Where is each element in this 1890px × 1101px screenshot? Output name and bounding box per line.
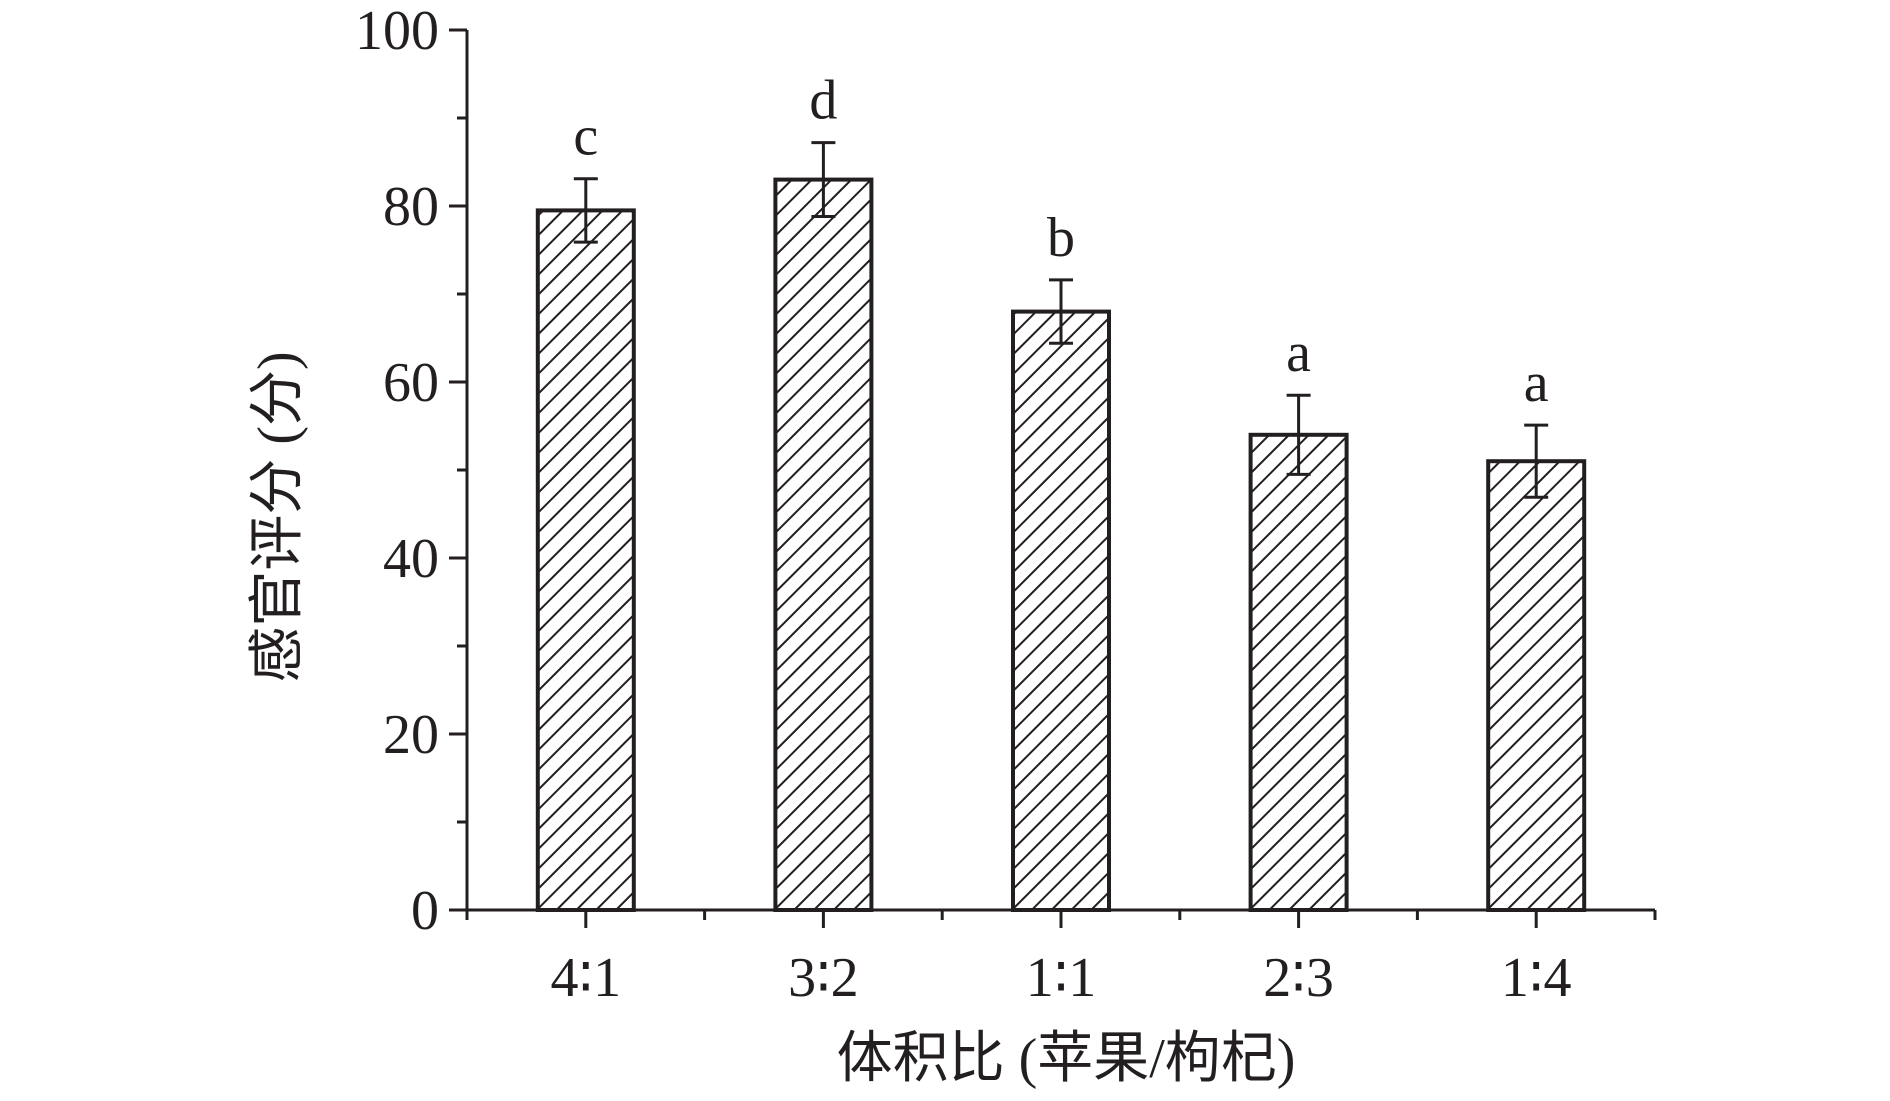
axes-layer: 0 20 40 60 80 100 4∶1 3∶2 1∶1 2∶3 1∶4 bbox=[355, 0, 1657, 1009]
significance-letter: d bbox=[809, 70, 837, 132]
x-tick-label: 1∶4 bbox=[1501, 947, 1572, 1009]
significance-letter: a bbox=[1286, 322, 1311, 384]
y-tick-label: 60 bbox=[383, 352, 439, 414]
x-axis-title: 体积比 (苹果/枸杞) bbox=[837, 1028, 1296, 1090]
y-tick-label: 100 bbox=[355, 0, 439, 62]
error-bars-layer bbox=[573, 141, 1549, 499]
bar bbox=[1248, 432, 1349, 912]
x-tick-label: 2∶3 bbox=[1263, 947, 1334, 1009]
significance-letter: a bbox=[1524, 352, 1549, 414]
y-tick-label: 80 bbox=[383, 176, 439, 238]
bar bbox=[1011, 309, 1111, 913]
y-tick-label: 40 bbox=[383, 528, 439, 590]
y-tick-label: 20 bbox=[383, 704, 439, 766]
significance-letter: b bbox=[1047, 207, 1075, 269]
bar bbox=[1486, 459, 1587, 912]
x-tick-label: 1∶1 bbox=[1026, 947, 1097, 1009]
x-tick-label: 4∶1 bbox=[551, 947, 622, 1009]
y-tick-label: 0 bbox=[411, 880, 439, 942]
x-tick-label: 3∶2 bbox=[788, 947, 859, 1009]
bar bbox=[773, 177, 874, 913]
significance-letters-layer: c d b a a bbox=[573, 70, 1548, 414]
bar bbox=[535, 208, 636, 912]
significance-letter: c bbox=[573, 106, 598, 168]
y-axis-title: 感官评分 (分) bbox=[247, 351, 309, 682]
